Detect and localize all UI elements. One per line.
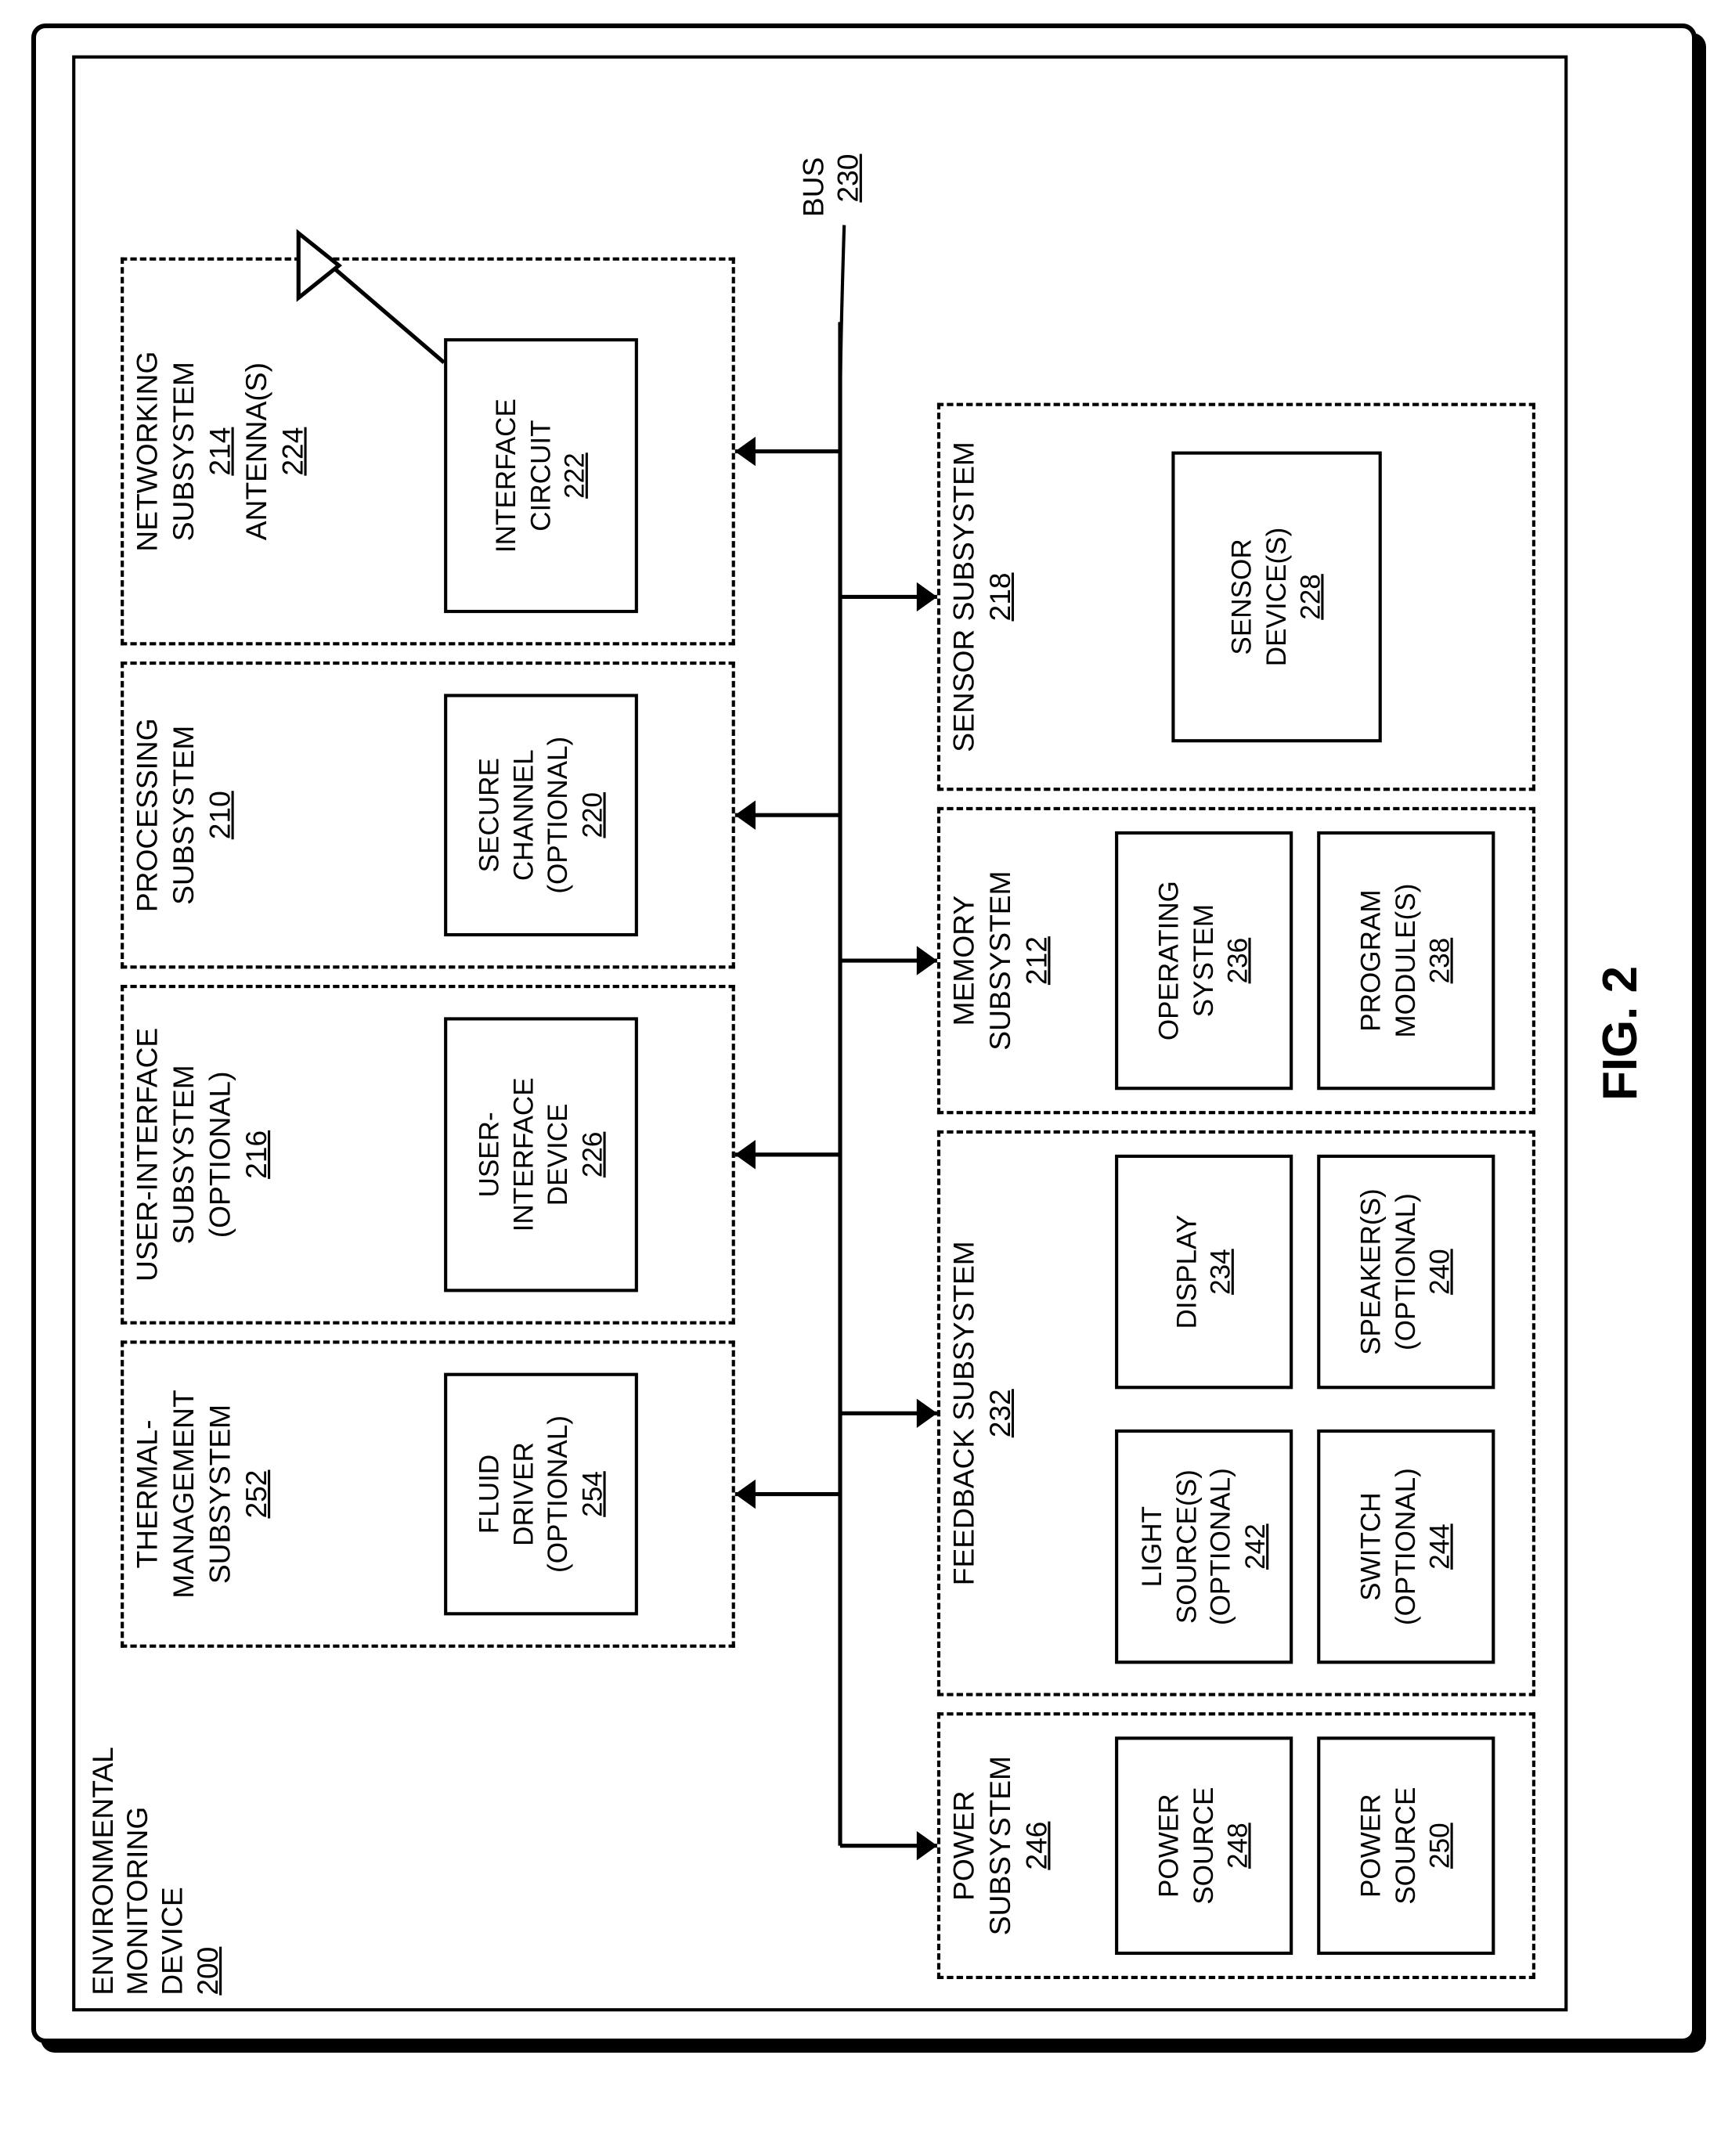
figure-label: FIG. 2 <box>1592 966 1647 1101</box>
power-title: POWERSUBSYSTEM246 <box>940 1715 1055 1975</box>
speaker-block: SPEAKER(S)(OPTIONAL)240 <box>1317 1155 1495 1389</box>
fluid-driver-block: FLUIDDRIVER(OPTIONAL)254 <box>444 1373 638 1616</box>
memory-title: MEMORYSUBSYSTEM212 <box>940 810 1055 1111</box>
program-module-block: PROGRAMMODULE(S)238 <box>1317 831 1495 1090</box>
proc-title: PROCESSINGSUBSYSTEM210 <box>124 665 238 965</box>
device-title: ENVIRONMENTALMONITORINGDEVICE200 <box>85 1747 224 1995</box>
light-source-block: LIGHTSOURCE(S)(OPTIONAL)242 <box>1115 1430 1293 1664</box>
user-interface-subsystem: USER-INTERFACESUBSYSTEM(OPTIONAL)216 <box>121 985 735 1325</box>
ui-title: USER-INTERFACESUBSYSTEM(OPTIONAL)216 <box>124 988 274 1321</box>
switch-block: SWITCH(OPTIONAL)244 <box>1317 1430 1495 1664</box>
power-source-2-block: POWERSOURCE250 <box>1317 1736 1495 1955</box>
display-block: DISPLAY234 <box>1115 1155 1293 1389</box>
thermal-title: THERMAL-MANAGEMENTSUBSYSTEM252 <box>124 1343 274 1644</box>
processing-subsystem: PROCESSINGSUBSYSTEM210 <box>121 662 735 968</box>
diagram-area: ENVIRONMENTALMONITORINGDEVICE200 THERMAL… <box>56 39 1672 2028</box>
networking-subsystem: NETWORKINGSUBSYSTEM214 ANTENNA(S)224 <box>121 258 735 646</box>
rotated-wrap: ENVIRONMENTALMONITORINGDEVICE200 THERMAL… <box>56 39 1672 2028</box>
power-source-1-block: POWERSOURCE248 <box>1115 1736 1293 1955</box>
bus-label: BUS230 <box>795 154 865 218</box>
feedback-title: FEEDBACK SUBSYSTEM232 <box>940 1134 1018 1693</box>
interface-circuit-block: INTERFACECIRCUIT222 <box>444 338 638 613</box>
antenna-label: ANTENNA(S)224 <box>237 261 310 642</box>
thermal-subsystem: THERMAL-MANAGEMENTSUBSYSTEM252 <box>121 1340 735 1647</box>
sensor-title: SENSOR SUBSYSTEM218 <box>940 406 1018 788</box>
sensor-device-block: SENSORDEVICE(S)228 <box>1171 452 1381 743</box>
net-title: NETWORKINGSUBSYSTEM214 <box>124 261 238 642</box>
operating-system-block: OPERATINGSYSTEM236 <box>1115 831 1293 1090</box>
outer-frame: ENVIRONMENTALMONITORINGDEVICE200 THERMAL… <box>31 23 1697 2043</box>
secure-channel-block: SECURECHANNEL(OPTIONAL)220 <box>444 694 638 936</box>
user-interface-device-block: USER-INTERFACEDEVICE226 <box>444 1017 638 1292</box>
